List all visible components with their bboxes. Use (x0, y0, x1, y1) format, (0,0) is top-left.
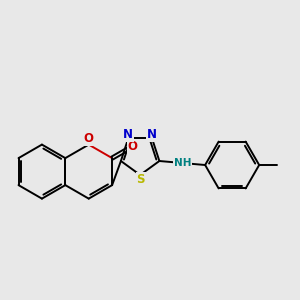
Text: O: O (84, 132, 94, 145)
Text: N: N (147, 128, 157, 141)
Text: O: O (128, 140, 138, 153)
Text: S: S (136, 173, 145, 186)
Text: NH: NH (173, 158, 191, 168)
Text: N: N (123, 128, 133, 141)
